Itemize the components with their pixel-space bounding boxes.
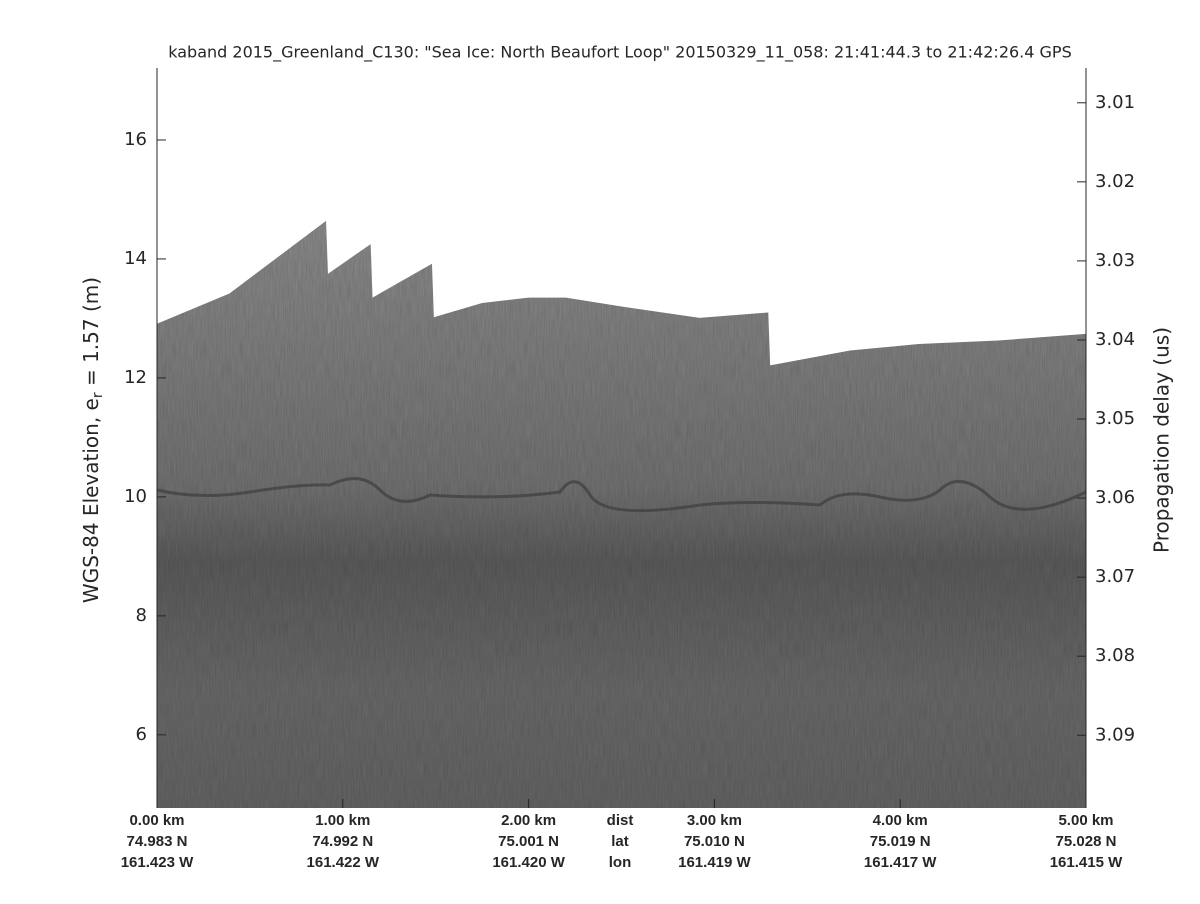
- y2-tick-label: 3.02: [1095, 171, 1135, 192]
- x-tick-label: 5.00 km: [1058, 812, 1113, 829]
- echogram-image: [157, 220, 1086, 808]
- y-label-main: WGS-84 Elevation, e: [79, 398, 103, 603]
- x-tick-label: 0.00 km: [129, 812, 184, 829]
- y-tick-label: 10: [124, 486, 147, 507]
- lat-label: 75.001 N: [498, 833, 559, 850]
- plot-area: [156, 220, 1087, 808]
- y-axis-label: WGS-84 Elevation, er = 1.57 (m): [79, 277, 107, 603]
- lat-label: 75.010 N: [684, 833, 745, 850]
- y-tick-label: 12: [124, 367, 147, 388]
- lon-label: 161.423 W: [121, 854, 194, 871]
- y-tick-label: 6: [136, 724, 147, 745]
- lon-label: 161.415 W: [1050, 854, 1123, 871]
- lat-label: 74.992 N: [312, 833, 373, 850]
- y2-tick-label: 3.08: [1095, 645, 1135, 666]
- lon-label: 161.417 W: [864, 854, 937, 871]
- y2-tick-label: 3.03: [1095, 250, 1135, 271]
- x-tick-label: 3.00 km: [687, 812, 742, 829]
- lat-label: 75.028 N: [1056, 833, 1117, 850]
- layer-line: [156, 477, 1087, 513]
- row-name: lat: [611, 833, 629, 850]
- row-name: dist: [607, 812, 634, 829]
- lat-label: 74.983 N: [127, 833, 188, 850]
- x-tick-label: 2.00 km: [501, 812, 556, 829]
- y-label-rest: = 1.57 (m): [79, 277, 103, 392]
- lon-label: 161.422 W: [307, 854, 380, 871]
- y-label-sub: r: [90, 392, 106, 398]
- y2-tick-label: 3.06: [1095, 487, 1135, 508]
- x-tick-label: 1.00 km: [315, 812, 370, 829]
- lon-label: 161.420 W: [492, 854, 565, 871]
- y2-tick-label: 3.07: [1095, 566, 1135, 587]
- lon-label: 161.419 W: [678, 854, 751, 871]
- y-tick-label: 16: [124, 129, 147, 150]
- y-tick-label: 8: [136, 605, 147, 626]
- chart-title: kaband 2015_Greenland_C130: "Sea Ice: No…: [168, 43, 1071, 63]
- row-name: lon: [609, 854, 632, 871]
- x-tick-label: 4.00 km: [873, 812, 928, 829]
- y2-tick-label: 3.09: [1095, 724, 1135, 745]
- y2-tick-label: 3.01: [1095, 92, 1135, 113]
- y2-tick-label: 3.04: [1095, 329, 1135, 350]
- y2-tick-label: 3.05: [1095, 408, 1135, 429]
- y-tick-label: 14: [124, 248, 147, 269]
- y2-axis-label: Propagation delay (us): [1150, 327, 1174, 553]
- lat-label: 75.019 N: [870, 833, 931, 850]
